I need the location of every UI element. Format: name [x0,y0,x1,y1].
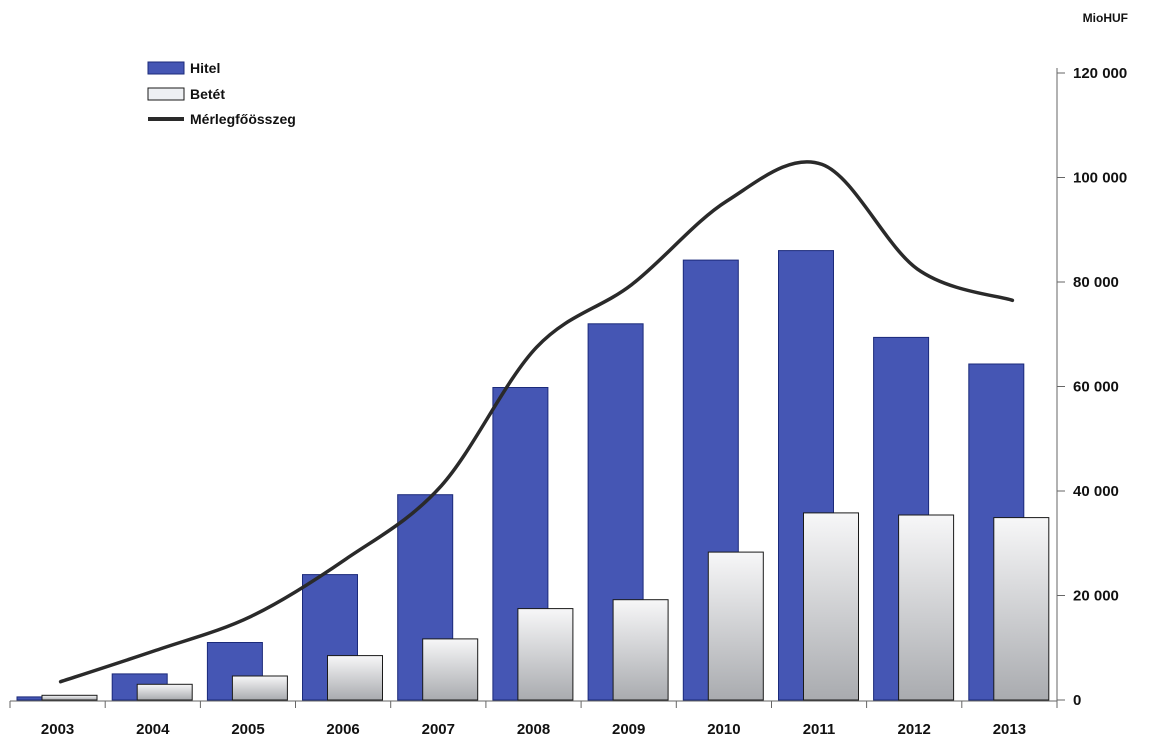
x-tick-label-2007: 2007 [422,721,455,738]
betet-bars [41,512,1050,701]
x-tick-label-2013: 2013 [993,721,1026,738]
y-axis: 0 20 000 40 000 60 000 80 000 100 000 120 000 [1056,65,1127,709]
y-tick-label: 100 000 [1073,170,1127,187]
x-tick-label-2006: 2006 [326,721,359,738]
betet-bar-2007 [422,638,479,701]
legend-swatch-hitel [147,61,185,75]
merlegfoosszeg-line [58,160,1015,684]
y-tick-label: 60 000 [1073,379,1119,396]
betet-bar-2004 [136,683,193,701]
x-tick-label-2008: 2008 [517,721,550,738]
betet-bar-2009 [612,599,669,701]
legend-label-hitel: Hitel [190,60,220,76]
legend-label-merlegfoosszeg: Mérlegfőösszeg [190,111,296,127]
x-tick-label-2012: 2012 [898,721,931,738]
betet-bar-2003 [41,694,98,701]
x-tick-label-2011: 2011 [803,721,836,738]
legend-swatch-betet [147,87,185,101]
betet-bar-2005 [231,675,288,701]
betet-bar-2006 [327,655,383,701]
x-axis: 2003 2004 2005 2006 2007 2008 2009 2010 2011 2012… [9,700,1058,738]
legend-label-betet: Betét [190,86,225,102]
y-tick-label: 120 000 [1073,65,1127,82]
x-tick-label-2010: 2010 [707,721,740,738]
x-tick-label-2005: 2005 [231,721,264,738]
betet-bar-2011 [803,512,859,701]
legend: Hitel Betét Mérlegfőösszeg [147,60,296,127]
betet-bar-2013 [993,517,1050,701]
y-tick-label: 20 000 [1073,588,1119,605]
betet-bar-2010 [707,551,764,701]
x-tick-label-2003: 2003 [41,721,74,738]
betet-bar-2012 [898,514,955,701]
unit-label: MioHUF [1083,11,1128,25]
y-tick-label: 40 000 [1073,483,1119,500]
y-tick-label: 0 [1073,692,1081,709]
x-tick-label-2004: 2004 [136,721,170,738]
y-tick-label: 80 000 [1073,274,1119,291]
x-tick-label-2009: 2009 [612,721,645,738]
betet-bar-2008 [517,608,574,701]
